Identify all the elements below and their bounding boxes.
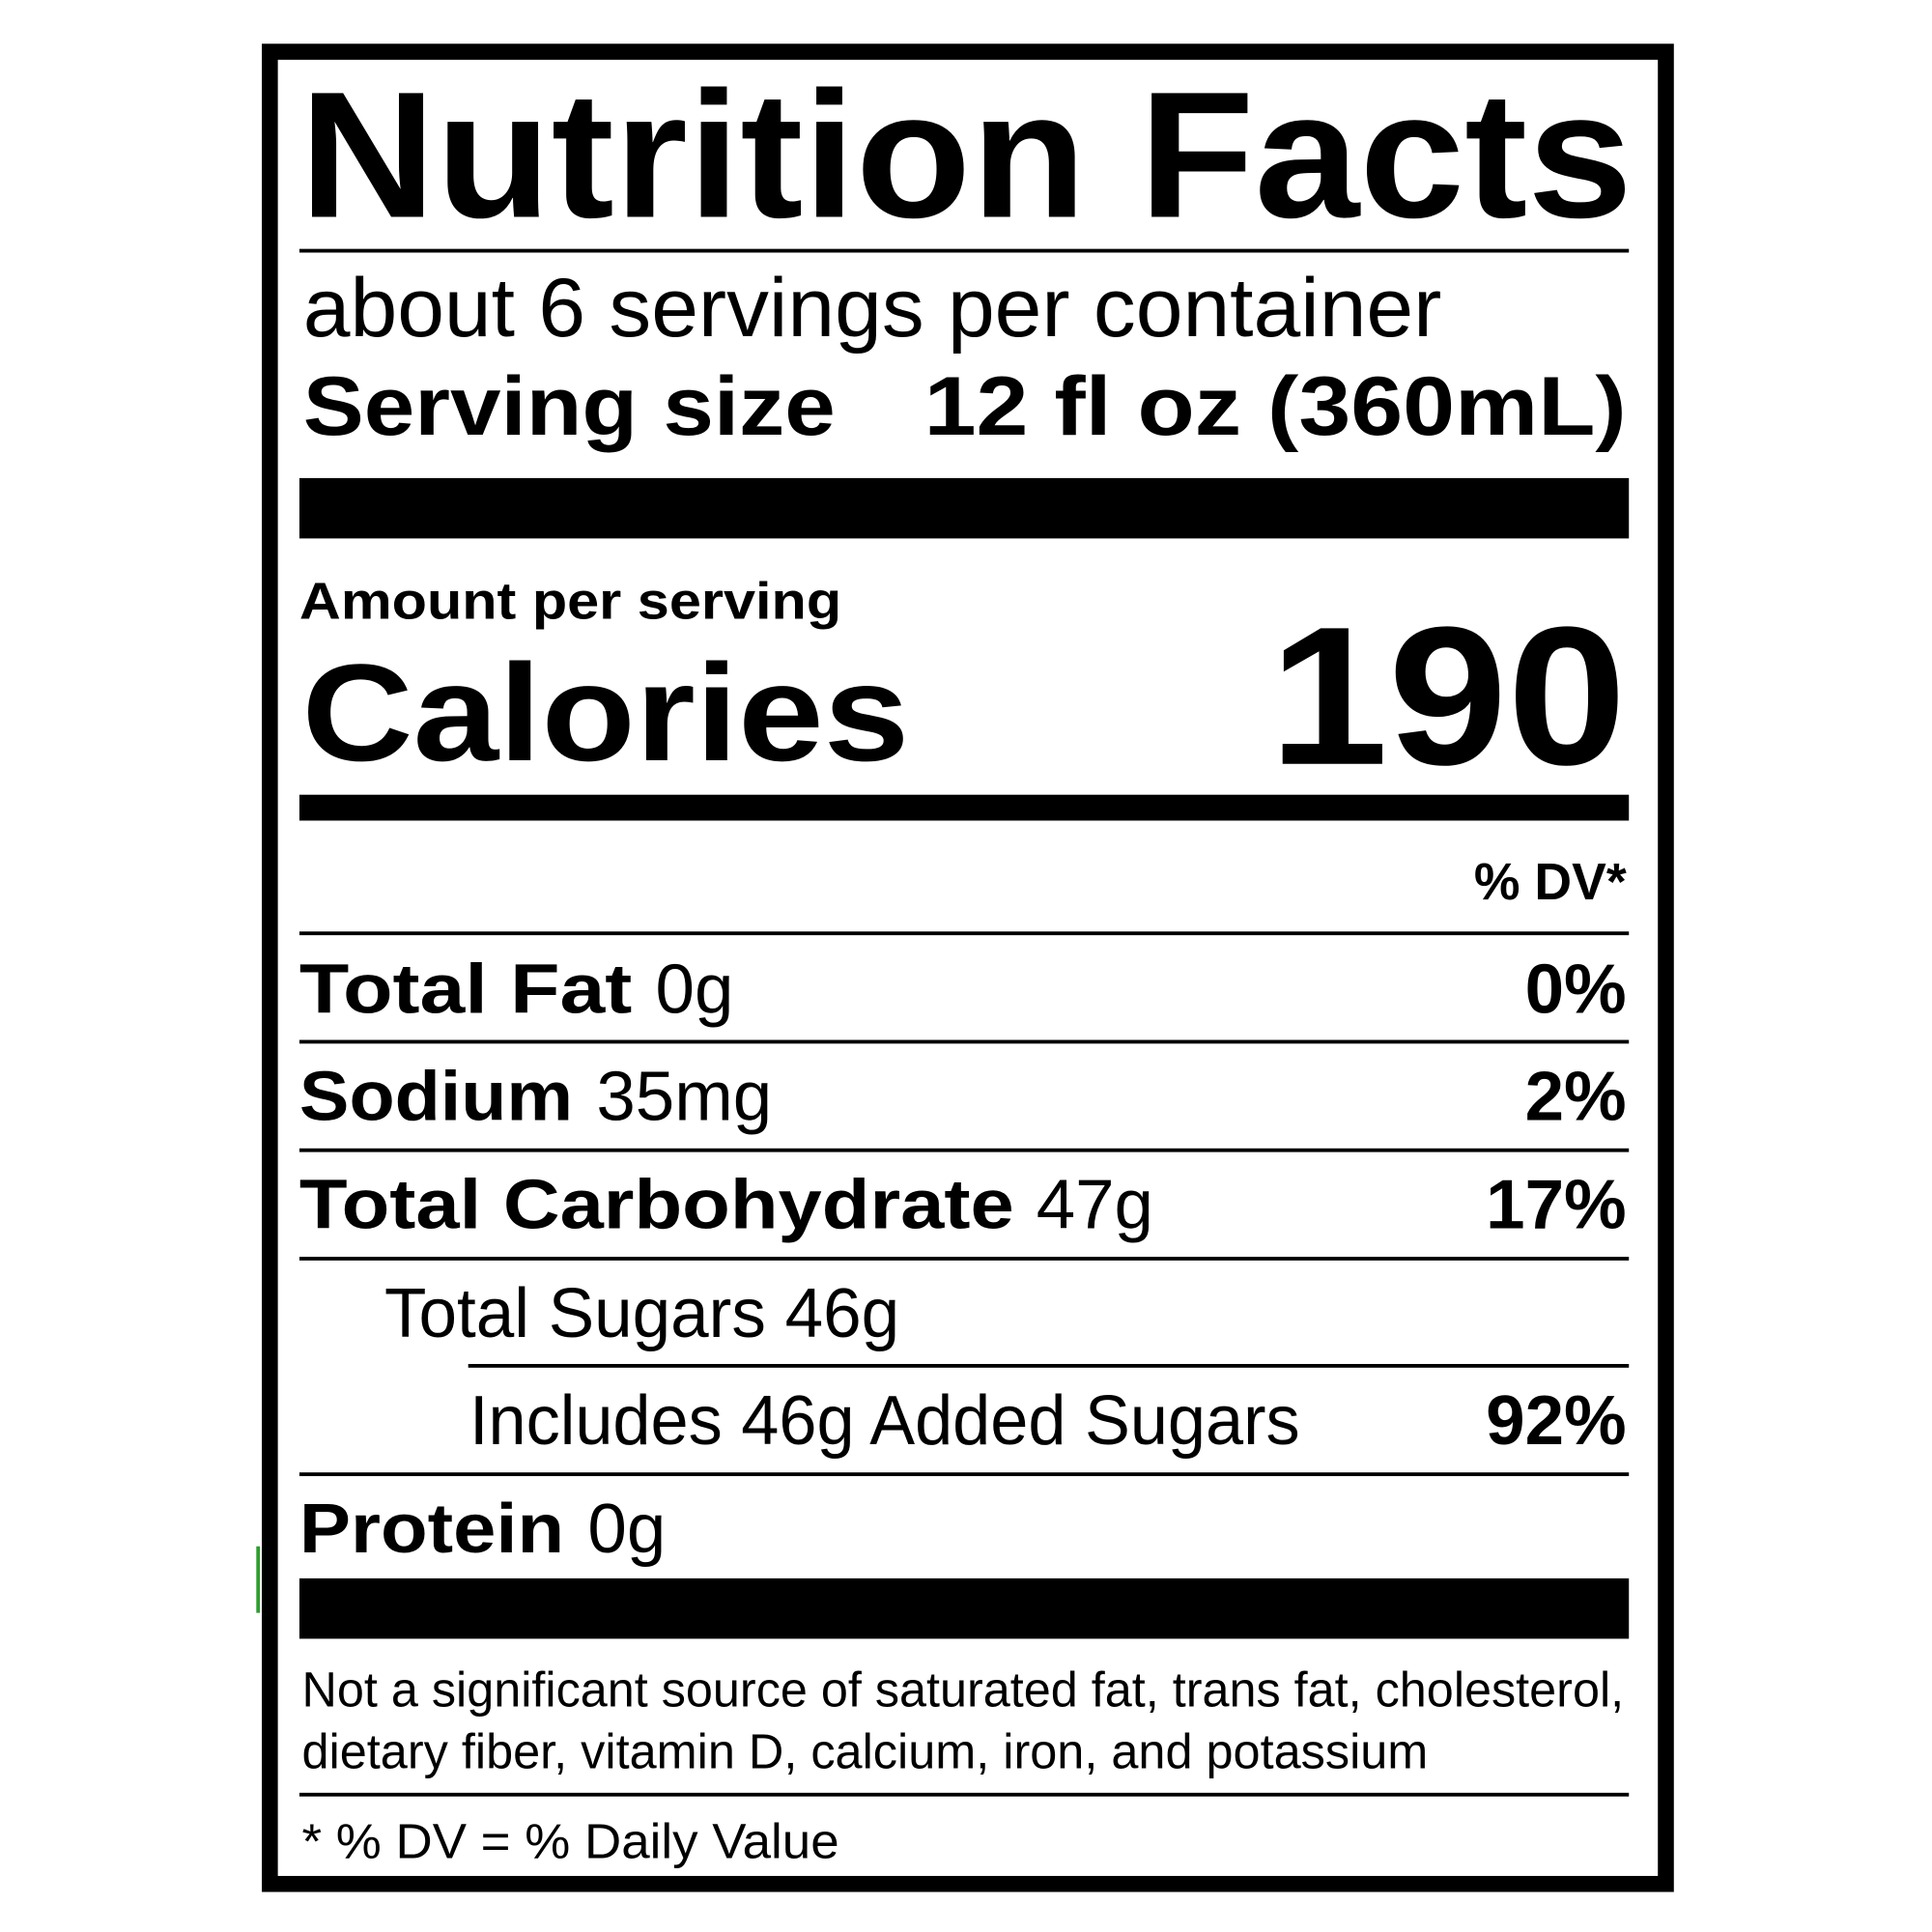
dv-definition: * % DV = % Daily Value xyxy=(302,1813,839,1868)
serving-size-value: 12 fl oz (360mL) xyxy=(924,359,1627,453)
footnote-line-2: dietary fiber, vitamin D, calcium, iron,… xyxy=(302,1723,1429,1778)
nutrient-dv-added-sugars: 92% xyxy=(1486,1381,1626,1460)
divider xyxy=(468,1363,1630,1368)
nutrient-amount-protein: 0g xyxy=(587,1490,666,1568)
nutrient-dv-total-carbohydrate: 17% xyxy=(1486,1166,1626,1244)
servings-per-container: about 6 servings per container xyxy=(303,261,1442,355)
thick-bar xyxy=(298,477,1630,539)
nutrient-amount-sodium: 35mg xyxy=(596,1057,772,1135)
dv-header: % DV* xyxy=(1474,854,1627,911)
nutrient-total-sugars: Total Sugars 46g xyxy=(384,1274,899,1352)
divider xyxy=(298,1472,1630,1477)
divider xyxy=(298,1039,1630,1044)
nutrient-added-sugars: Includes 46g Added Sugars xyxy=(469,1381,1300,1460)
medium-bar xyxy=(298,794,1630,821)
divider xyxy=(298,1257,1630,1261)
nutrient-dv-sodium: 2% xyxy=(1525,1057,1627,1135)
serving-size-label: Serving size xyxy=(303,359,836,453)
divider xyxy=(298,248,1630,253)
nutrient-amount-total-fat: 0g xyxy=(656,950,734,1028)
nutrient-name-total-carbohydrate: Total Carbohydrate xyxy=(299,1166,1014,1244)
amount-per-serving: Amount per serving xyxy=(299,573,841,630)
outer-border xyxy=(262,43,1674,1892)
nutrient-dv-total-fat: 0% xyxy=(1525,950,1627,1028)
edge-mark xyxy=(256,1546,261,1613)
divider xyxy=(298,931,1630,936)
thick-bar xyxy=(298,1577,1630,1639)
title: Nutrition Facts xyxy=(299,54,1633,255)
calories-label: Calories xyxy=(302,637,910,790)
nutrient-name-total-fat: Total Fat xyxy=(299,950,632,1028)
divider xyxy=(298,1792,1630,1797)
nutrient-name-protein: Protein xyxy=(299,1490,564,1568)
calories-value: 190 xyxy=(1269,586,1627,807)
divider xyxy=(298,1148,1630,1152)
nutrient-name-sodium: Sodium xyxy=(299,1057,573,1135)
footnote-line-1: Not a significant source of saturated fa… xyxy=(302,1662,1625,1718)
nutrient-amount-total-carbohydrate: 47g xyxy=(1037,1166,1153,1244)
